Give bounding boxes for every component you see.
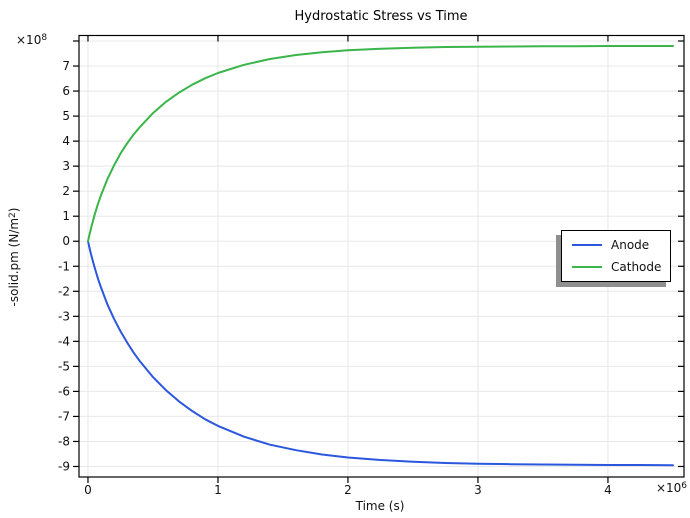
y-tick-label: -7 [58, 409, 70, 423]
y-multiplier-exponent: 8 [41, 33, 48, 43]
y-tick-label: -2 [58, 284, 70, 298]
y-tick-label: 3 [62, 159, 70, 173]
legend: Anode Cathode [561, 230, 671, 282]
anode-series-line [87, 240, 674, 467]
y-tick-label: 2 [62, 184, 70, 198]
chart-title: Hydrostatic Stress vs Time [294, 9, 468, 24]
x-axis-label: Time (s) [355, 499, 405, 513]
plot-frame [78, 34, 685, 478]
y-tick-label: -1 [58, 259, 70, 273]
y-multiplier-base: ×10 [16, 33, 42, 47]
legend-item-cathode: Cathode [572, 258, 662, 276]
x-tick-label: 2 [344, 483, 352, 497]
y-tick-label: -5 [58, 359, 70, 373]
y-axis-multiplier: ×108 [16, 33, 47, 47]
y-tick-label: -3 [58, 309, 70, 323]
x-tick-label: 1 [214, 483, 222, 497]
cathode-line-swatch [572, 266, 602, 268]
x-multiplier-base: ×10 [655, 481, 682, 495]
y-tick-label: -9 [58, 459, 70, 473]
anode-line-swatch [572, 244, 602, 246]
y-tick-label: 1 [62, 209, 70, 223]
x-multiplier-exponent: 6 [681, 481, 687, 491]
y-tick-label: 6 [62, 84, 70, 98]
y-tick-label: -6 [58, 384, 70, 398]
legend-label-cathode: Cathode [611, 260, 662, 274]
x-tick-label: 4 [604, 483, 612, 497]
y-tick-label: -4 [58, 334, 70, 348]
x-axis-multiplier: ×106 [656, 481, 687, 495]
x-tick-label: 3 [474, 483, 482, 497]
y-tick-label: 5 [62, 109, 70, 123]
legend-item-anode: Anode [572, 236, 660, 254]
y-tick-label: 7 [62, 59, 70, 73]
legend-label-anode: Anode [611, 238, 650, 252]
cathode-series-line [87, 45, 674, 243]
x-tick-label: 0 [84, 483, 92, 497]
y-tick-label: 0 [62, 234, 70, 248]
y-tick-label: -8 [58, 434, 70, 448]
y-tick-label: 4 [62, 134, 70, 148]
